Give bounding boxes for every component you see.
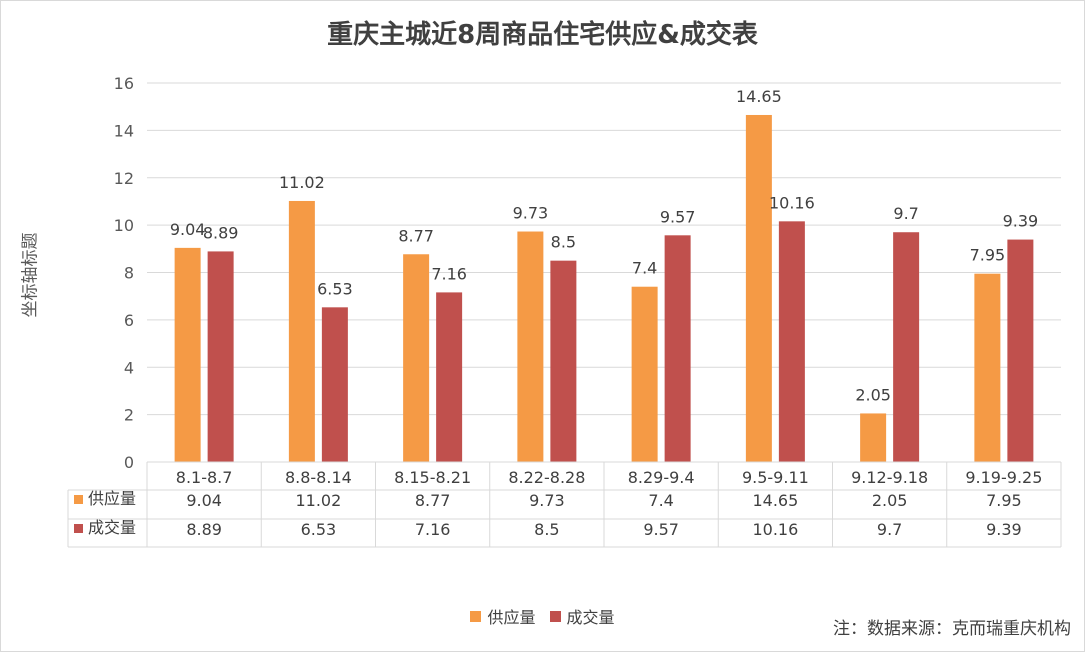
bar-deal (436, 292, 463, 462)
y-tick-label: 6 (124, 311, 134, 330)
y-tick-label: 14 (114, 121, 134, 140)
table-legend-swatch (74, 524, 83, 533)
y-tick-label: 10 (114, 216, 134, 235)
x-tick-label: 9.19-9.25 (965, 468, 1042, 487)
bar-supply (631, 286, 658, 462)
table-cell: 9.7 (877, 520, 902, 539)
table-cell: 10.16 (752, 520, 798, 539)
table-cell: 9.57 (643, 520, 679, 539)
data-label: 9.73 (513, 204, 549, 223)
bar-deal (778, 221, 805, 462)
legend-swatch-supply (470, 610, 482, 622)
table-cell: 11.02 (295, 491, 341, 510)
bar-supply (860, 413, 887, 462)
legend-label-deal: 成交量 (566, 608, 615, 627)
bar-deal (550, 260, 577, 462)
y-tick-label: 2 (124, 406, 134, 425)
x-tick-label: 8.8-8.14 (285, 468, 352, 487)
bar-supply (517, 231, 544, 462)
table-cell: 9.04 (186, 491, 222, 510)
y-tick-label: 16 (114, 74, 134, 93)
bar-supply (403, 254, 430, 462)
x-tick-label: 9.5-9.11 (742, 468, 809, 487)
data-label: 7.95 (970, 246, 1006, 265)
legend-item-supply: 供应量 (470, 604, 536, 628)
table-cell: 7.16 (415, 520, 451, 539)
bar-supply (174, 247, 201, 462)
y-tick-label: 8 (124, 264, 134, 283)
data-label: 10.16 (769, 193, 815, 212)
table-cell: 2.05 (872, 491, 908, 510)
table-cell: 8.89 (186, 520, 222, 539)
data-label: 9.39 (1003, 212, 1039, 231)
data-label: 8.89 (203, 223, 239, 242)
chart-title: 重庆主城近8周商品住宅供应&成交表 (327, 20, 758, 50)
data-label: 9.7 (893, 204, 918, 223)
legend-label-supply: 供应量 (487, 608, 536, 627)
table-cell: 9.73 (529, 491, 565, 510)
table-cell: 14.65 (752, 491, 798, 510)
bar-supply (288, 200, 315, 462)
bar-supply (745, 114, 772, 463)
y-tick-label: 4 (124, 358, 134, 377)
legend-swatch-deal (549, 610, 561, 622)
data-label: 9.04 (170, 220, 206, 239)
table-row-label: 供应量 (88, 489, 136, 508)
data-label: 8.77 (398, 226, 434, 245)
table-legend-swatch (74, 495, 83, 504)
data-label: 7.4 (632, 259, 657, 278)
source-note: 注：数据来源：克而瑞重庆机构 (833, 619, 1071, 639)
data-label: 6.53 (317, 279, 353, 298)
bar-deal (1007, 239, 1034, 462)
bar-deal (207, 251, 234, 462)
x-tick-label: 8.22-8.28 (508, 468, 585, 487)
table-row-label: 成交量 (88, 518, 136, 537)
table-cell: 6.53 (301, 520, 337, 539)
data-label: 11.02 (279, 173, 325, 192)
x-tick-label: 8.15-8.21 (394, 468, 471, 487)
table-cell: 7.95 (986, 491, 1022, 510)
legend: 供应量 成交量 (0, 604, 1085, 628)
data-label: 8.5 (551, 233, 576, 252)
x-tick-label: 8.29-9.4 (628, 468, 695, 487)
x-tick-label: 8.1-8.7 (176, 468, 233, 487)
table-cell: 7.4 (648, 491, 673, 510)
data-label: 2.05 (855, 385, 891, 404)
legend-item-deal: 成交量 (549, 604, 615, 628)
y-tick-label: 12 (114, 169, 134, 188)
data-label: 9.57 (660, 207, 696, 226)
table-cell: 8.77 (415, 491, 451, 510)
table-cell: 9.39 (986, 520, 1022, 539)
bar-deal (664, 235, 691, 462)
bar-deal (321, 307, 348, 462)
y-tick-label: 0 (124, 453, 134, 472)
data-label: 7.16 (431, 264, 467, 283)
data-label: 14.65 (736, 87, 782, 106)
bar-supply (974, 273, 1001, 462)
table-cell: 8.5 (534, 520, 559, 539)
x-tick-label: 9.12-9.18 (851, 468, 928, 487)
bar-deal (893, 232, 920, 462)
